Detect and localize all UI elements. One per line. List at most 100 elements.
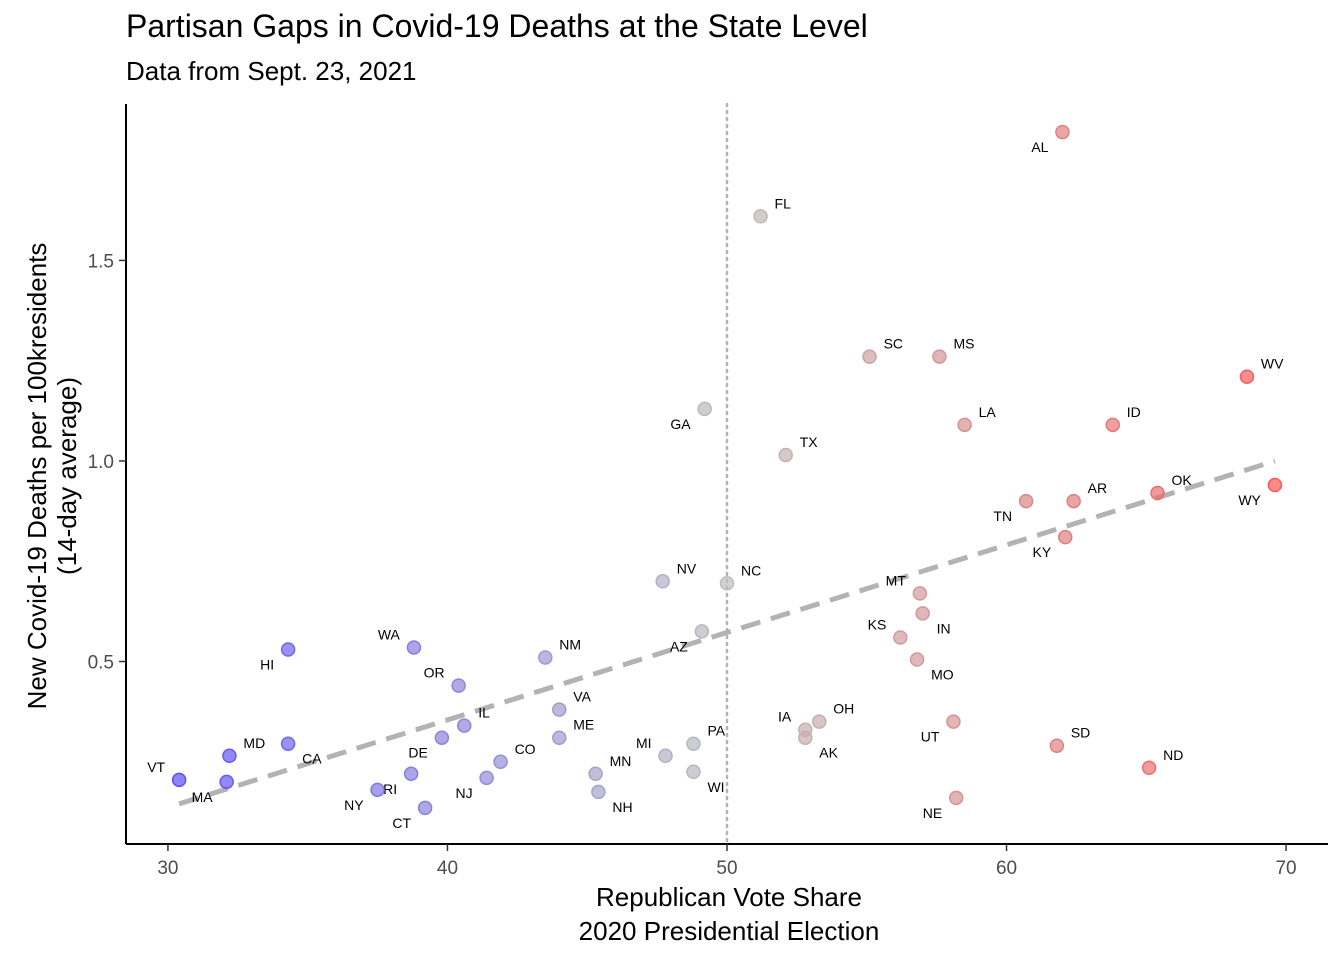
point-fl [753, 209, 768, 224]
point-ct [417, 800, 433, 816]
label-me: ME [573, 717, 594, 733]
label-de: DE [408, 745, 427, 761]
point-mo [909, 652, 925, 667]
point-nd [1141, 760, 1157, 776]
x-tick-label: 70 [1275, 858, 1296, 879]
trend-line [178, 458, 1276, 807]
label-mn: MN [610, 753, 632, 769]
point-al [1055, 124, 1070, 140]
label-nc: NC [741, 562, 761, 578]
x-tick-label: 40 [437, 858, 458, 879]
label-fl: FL [775, 195, 792, 211]
point-hi [280, 642, 296, 657]
label-la: LA [979, 404, 997, 420]
point-nj [479, 770, 494, 786]
point-sd [1049, 738, 1065, 753]
y-tick-label: 0.5 [88, 653, 114, 674]
label-wv: WV [1261, 356, 1284, 372]
label-nm: NM [559, 636, 581, 652]
label-vt: VT [147, 759, 165, 775]
point-sc [862, 349, 877, 364]
point-ca [280, 736, 296, 751]
label-sd: SD [1071, 725, 1090, 741]
point-ut [946, 714, 961, 729]
label-ma: MA [192, 789, 214, 805]
point-va [552, 702, 567, 717]
point-wy [1267, 477, 1283, 493]
label-nd: ND [1163, 747, 1183, 763]
point-wv [1239, 369, 1255, 384]
point-ks [893, 630, 908, 645]
label-nj: NJ [455, 785, 472, 801]
label-co: CO [515, 741, 536, 757]
point-tn [1018, 493, 1034, 509]
point-id [1105, 417, 1121, 433]
x-tick-label: 50 [716, 858, 737, 879]
point-de [434, 730, 450, 745]
label-ok: OK [1171, 472, 1192, 488]
point-nc [719, 576, 735, 591]
x-axis-title: Republican Vote Share [596, 882, 862, 912]
label-ga: GA [670, 416, 691, 432]
label-ne: NE [923, 805, 942, 821]
point-ri [403, 766, 419, 782]
label-tx: TX [800, 434, 819, 450]
label-wy: WY [1238, 492, 1261, 508]
point-oh [811, 714, 827, 729]
point-ok [1150, 485, 1165, 501]
y-axis-subtitle: (14-day average) [52, 377, 82, 575]
label-al: AL [1031, 139, 1048, 155]
point-ma [219, 774, 234, 790]
point-vt [171, 772, 187, 788]
point-or [451, 678, 466, 693]
label-in: IN [937, 620, 951, 636]
label-ca: CA [302, 751, 322, 767]
y-tick-label: 1.5 [88, 251, 114, 272]
label-ct: CT [392, 815, 411, 831]
label-nv: NV [677, 560, 697, 576]
x-axis-subtitle: 2020 Presidential Election [579, 916, 880, 946]
label-ky: KY [1033, 544, 1052, 560]
label-il: IL [478, 705, 490, 721]
label-ks: KS [868, 616, 887, 632]
chart-subtitle: Data from Sept. 23, 2021 [126, 56, 417, 86]
point-mn [588, 766, 603, 782]
label-pa: PA [707, 723, 725, 739]
point-nm [538, 650, 553, 665]
point-nh [591, 784, 606, 800]
label-ar: AR [1088, 480, 1107, 496]
point-ne [948, 790, 964, 806]
x-tick-label: 60 [996, 858, 1017, 879]
point-tx [778, 447, 793, 463]
point-ms [932, 349, 947, 364]
point-il [456, 718, 472, 733]
label-id: ID [1127, 404, 1141, 420]
point-me [552, 730, 567, 745]
label-oh: OH [833, 701, 854, 717]
point-wi [686, 764, 701, 780]
label-ny: NY [344, 797, 364, 813]
point-in [915, 606, 930, 621]
label-sc: SC [884, 336, 903, 352]
label-ia: IA [778, 709, 792, 725]
label-tn: TN [993, 508, 1012, 524]
point-co [493, 754, 508, 770]
y-axis-title: New Covid-19 Deaths per 100kresidents [22, 243, 52, 710]
label-az: AZ [670, 638, 688, 654]
point-ky [1057, 529, 1073, 545]
label-va: VA [573, 689, 591, 705]
point-ny [370, 782, 385, 798]
label-ri: RI [383, 781, 397, 797]
x-tick-label: 30 [157, 858, 178, 879]
point-ga [697, 401, 712, 417]
point-la [957, 417, 972, 433]
label-ak: AK [819, 745, 838, 761]
label-wi: WI [707, 779, 724, 795]
point-mt [912, 586, 928, 601]
label-mi: MI [636, 735, 652, 751]
point-wa [406, 640, 422, 655]
label-hi: HI [260, 656, 274, 672]
label-md: MD [243, 735, 265, 751]
label-wa: WA [378, 626, 401, 642]
